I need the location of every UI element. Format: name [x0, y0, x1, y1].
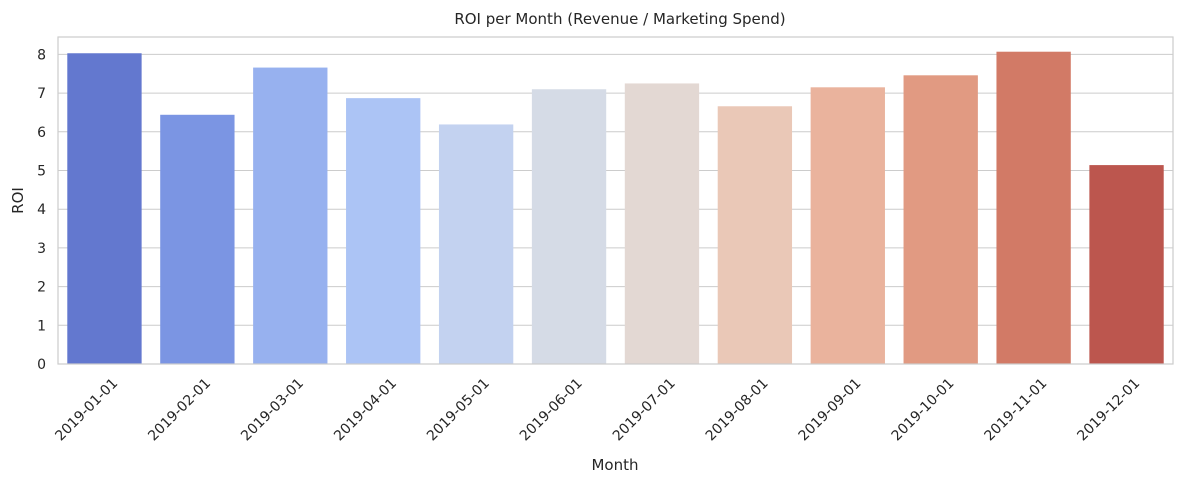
x-tick-label: 2019-10-01	[889, 375, 958, 444]
bar-2019-01-01	[67, 53, 142, 364]
y-tick-label: 5	[37, 164, 46, 180]
y-tick-label: 6	[37, 125, 46, 141]
bar-2019-10-01	[903, 75, 978, 364]
x-tick-label: 2019-03-01	[238, 375, 307, 444]
bar-2019-07-01	[624, 83, 700, 364]
y-gridlines	[58, 53, 1173, 365]
x-tick-label: 2019-02-01	[145, 375, 214, 444]
x-tick-label: 2019-05-01	[424, 375, 493, 444]
bar-2019-08-01	[717, 106, 793, 364]
y-tick-labels: 0 1 2 3 4 5 6 7 8	[37, 47, 46, 373]
y-tick-label: 2	[37, 280, 46, 296]
x-tick-label: 2019-09-01	[796, 375, 865, 444]
plot-frame	[57, 36, 1174, 365]
y-axis-label: ROI	[9, 187, 27, 214]
y-tick-label: 1	[37, 318, 46, 334]
x-tick-label: 2019-01-01	[52, 375, 121, 444]
y-tick-label: 3	[37, 241, 46, 257]
x-tick-label: 2019-07-01	[610, 375, 679, 444]
y-tick-label: 0	[37, 357, 46, 373]
bar-2019-12-01	[1089, 165, 1164, 364]
chart-title: ROI per Month (Revenue / Marketing Spend…	[454, 10, 785, 28]
x-tick-label: 2019-08-01	[703, 375, 772, 444]
x-tick-labels: 2019-01-01 2019-02-01 2019-03-01 2019-04-01…	[52, 375, 1143, 444]
bar-2019-09-01	[810, 87, 885, 365]
x-tick-label: 2019-06-01	[517, 375, 586, 444]
bars	[67, 51, 1164, 365]
bar-2019-03-01	[253, 67, 328, 364]
bar-2019-02-01	[160, 114, 235, 364]
x-tick-label: 2019-04-01	[331, 375, 400, 444]
x-tick-label: 2019-11-01	[982, 375, 1051, 444]
bar-2019-06-01	[531, 89, 607, 364]
y-tick-label: 8	[37, 47, 46, 63]
y-tick-label: 4	[37, 202, 46, 218]
bar-2019-05-01	[438, 124, 514, 365]
x-axis-label: Month	[591, 456, 638, 474]
y-tick-label: 7	[37, 86, 46, 102]
bar-2019-04-01	[346, 98, 421, 365]
bar-2019-11-01	[996, 51, 1071, 365]
x-tick-label: 2019-12-01	[1074, 375, 1143, 444]
